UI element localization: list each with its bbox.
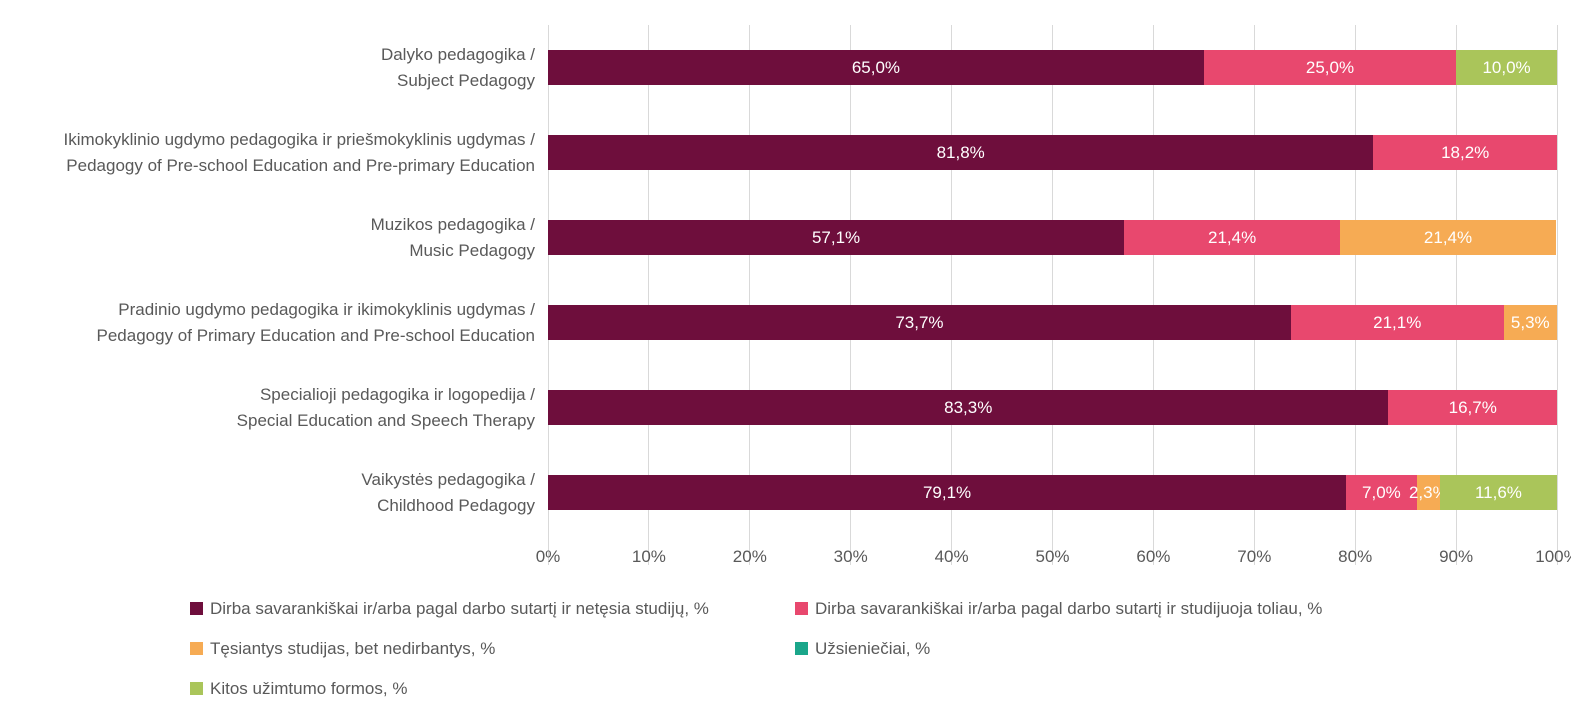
legend-swatch (190, 602, 203, 615)
legend-item: Kitos užimtumo formos, % (190, 679, 795, 698)
bar-segment: 65,0% (548, 50, 1204, 85)
stacked-bar: 57,1% 21,4% 21,4% (548, 220, 1557, 255)
legend-swatch (795, 642, 808, 655)
bar-value-label: 2,3% (1408, 482, 1448, 502)
bar-segment: 5,3% (1503, 305, 1558, 340)
bar-value-label: 16,7% (1448, 397, 1497, 417)
bar-segment: 79,1% (548, 475, 1347, 510)
bar-value-label: 21,4% (1207, 227, 1257, 247)
bar-segment: 21,1% (1290, 305, 1504, 340)
bar-segment: 73,7% (548, 305, 1291, 340)
legend-item: Tęsiantys studijas, bet nedirbantys, % (190, 639, 795, 658)
category-label: Ikimokyklinio ugdymo pedagogika ir prieš… (63, 129, 535, 175)
bar-row: 57,1% 21,4% 21,4% (548, 195, 1557, 280)
legend-item: Dirba savarankiškai ir/arba pagal darbo … (190, 599, 795, 618)
legend-label: Dirba savarankiškai ir/arba pagal darbo … (815, 599, 1323, 618)
bar-value-label: 5,3% (1510, 312, 1550, 332)
stacked-bar: 73,7% 21,1% 5,3% (548, 305, 1558, 340)
bar-segment: 25,0% (1203, 50, 1457, 85)
x-tick-label: 0% (535, 547, 561, 566)
x-axis: 0% 10% 20% 30% 40% 50% 60% 70% 80% 90% 100% (536, 535, 1571, 573)
bar-value-label: 11,6% (1474, 482, 1522, 502)
bar-value-label: 21,1% (1373, 312, 1422, 332)
bar-segment: 57,1% (548, 220, 1125, 255)
legend-item: Dirba savarankiškai ir/arba pagal darbo … (795, 599, 1557, 618)
x-tick-label: 90% (1439, 547, 1474, 566)
bar-segment: 10,0% (1456, 50, 1557, 85)
bar-value-label: 10,0% (1482, 57, 1531, 77)
stacked-bar: 65,0% 25,0% 10,0% (548, 50, 1557, 85)
bar-value-label: 81,8% (936, 142, 985, 162)
legend-label: Dirba savarankiškai ir/arba pagal darbo … (210, 599, 709, 618)
x-tick-label: 100% (1535, 547, 1571, 566)
gridline (850, 25, 852, 565)
gridline (1052, 25, 1053, 565)
chart-body: Dalyko pedagogika / Subject Pedagogy Ikim… (0, 25, 1558, 565)
bar-row: 79,1% 7,0% 2,3% 11,6% (548, 450, 1557, 535)
stacked-bar: 81,8% 18,2% (548, 135, 1557, 170)
bar-row: 73,7% 21,1% 5,3% (548, 280, 1558, 365)
category-label: Dalyko pedagogika / Subject Pedagogy (380, 44, 535, 90)
bar-row: 83,3% 16,7% (548, 365, 1557, 450)
plot-area: 65,0% 25,0% 10,0% 81,8% 18,2% 57,1% 21,4% 21,4%… (547, 25, 1558, 565)
bar-value-label: 7,0% (1362, 482, 1401, 502)
bar-value-label: 83,3% (944, 397, 993, 417)
bar-value-label: 73,7% (895, 312, 944, 332)
bar-value-label: 18,2% (1441, 142, 1490, 162)
category-label: Muzikos pedagogika / Music Pedagogy (370, 214, 535, 260)
x-tick-label: 70% (1237, 547, 1272, 566)
bar-value-label: 25,0% (1305, 57, 1355, 77)
stacked-bar: 83,3% 16,7% (548, 390, 1557, 425)
category-label: Specialioji pedagogika ir logopedija / S… (236, 384, 535, 430)
bar-row: 65,0% 25,0% 10,0% (548, 25, 1557, 110)
legend-swatch (795, 602, 808, 615)
legend-item: Užsieniečiai, % (795, 639, 1557, 658)
bar-segment: 21,4% (1124, 220, 1341, 255)
stacked-bar: 79,1% 7,0% 2,3% 11,6% (548, 475, 1557, 510)
bar-segment: 18,2% (1373, 135, 1557, 170)
bar-segment: 11,6% (1439, 475, 1557, 510)
bar-segment: 81,8% (548, 135, 1374, 170)
gridline (749, 25, 751, 565)
x-tick-label: 40% (934, 547, 969, 566)
category-label: Pradinio ugdymo pedagogika ir ikimokykli… (96, 299, 535, 345)
gridline (1253, 25, 1255, 565)
gridline (547, 25, 549, 565)
x-tick-label: 20% (732, 547, 767, 566)
bar-row: 81,8% 18,2% (548, 110, 1557, 195)
bar-segment: 83,3% (548, 390, 1389, 425)
x-tick-label: 50% (1035, 547, 1070, 566)
bar-segment: 16,7% (1388, 390, 1557, 425)
legend-label: Kitos užimtumo formos, % (210, 679, 408, 698)
x-tick-label: 80% (1338, 547, 1373, 566)
bar-value-label: 65,0% (851, 57, 901, 77)
category-axis: Dalyko pedagogika / Subject Pedagogy Ikim… (0, 25, 548, 535)
legend: Dirba savarankiškai ir/arba pagal darbo … (190, 599, 1557, 698)
category-label: Vaikystės pedagogika / Childhood Pedagog… (361, 469, 535, 515)
x-tick-label: 30% (833, 547, 868, 566)
gridline (1354, 25, 1356, 565)
bar-value-label: 57,1% (811, 227, 861, 247)
x-tick-label: 10% (631, 547, 666, 566)
legend-label: Tęsiantys studijas, bet nedirbantys, % (210, 639, 496, 658)
bar-segment: 21,4% (1340, 220, 1556, 255)
bar-value-label: 79,1% (922, 482, 972, 502)
legend-swatch (190, 682, 203, 695)
gridline (1455, 25, 1457, 565)
bar-segment: 2,3% (1409, 475, 1448, 510)
bar-segment: 7,0% (1346, 475, 1417, 510)
gridline (648, 25, 650, 565)
gridline (951, 25, 953, 565)
x-tick-label: 60% (1136, 547, 1171, 566)
bar-value-label: 21,4% (1423, 227, 1473, 247)
gridline (1556, 25, 1558, 565)
legend-label: Užsieniečiai, % (815, 639, 931, 658)
gridline (1152, 25, 1154, 565)
legend-swatch (190, 642, 203, 655)
